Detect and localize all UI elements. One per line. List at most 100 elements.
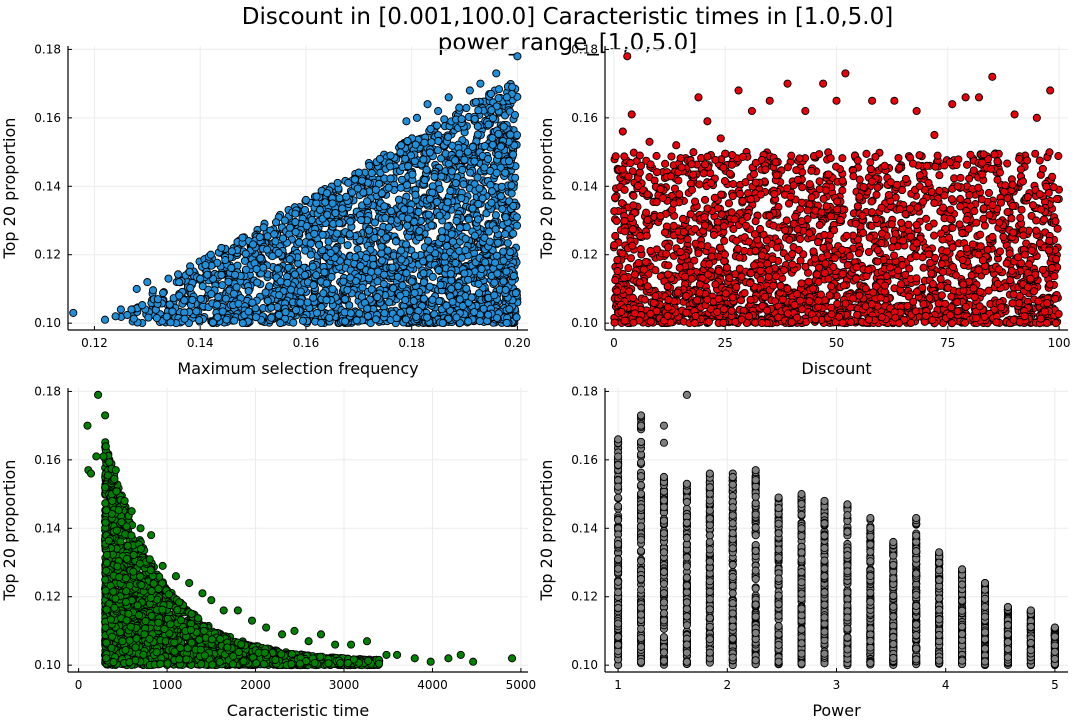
data-point <box>491 225 500 234</box>
data-point <box>807 166 816 175</box>
data-point <box>364 226 374 235</box>
data-point <box>741 178 750 187</box>
data-point <box>411 251 420 260</box>
data-point <box>346 217 355 226</box>
data-point <box>700 221 709 230</box>
data-point <box>343 285 352 295</box>
data-point <box>930 198 939 208</box>
data-point <box>460 269 469 278</box>
data-point <box>100 315 110 324</box>
y-tick-label: 0.18 <box>34 42 61 56</box>
data-point <box>375 154 385 163</box>
data-point <box>965 174 974 183</box>
data-point <box>290 270 300 279</box>
data-point <box>480 141 489 151</box>
data-point <box>862 149 871 158</box>
data-point <box>788 250 797 259</box>
data-point <box>344 178 353 187</box>
data-point <box>69 308 78 317</box>
data-point <box>512 130 522 140</box>
data-point <box>488 140 497 149</box>
data-point <box>328 199 337 208</box>
data-point <box>153 295 162 304</box>
data-point <box>265 282 274 291</box>
data-point <box>129 314 138 323</box>
data-point <box>1020 250 1029 259</box>
data-point <box>442 301 451 310</box>
data-point <box>976 242 985 251</box>
data-point <box>895 205 904 214</box>
data-point <box>1023 192 1032 202</box>
data-point <box>447 230 456 239</box>
data-point <box>721 289 730 298</box>
data-point <box>308 262 317 271</box>
data-point <box>720 250 730 259</box>
data-point <box>940 191 949 200</box>
data-point <box>928 279 938 289</box>
data-point <box>620 273 629 282</box>
data-point <box>203 270 212 279</box>
data-point <box>984 188 994 198</box>
data-point <box>470 231 479 240</box>
data-point <box>1025 260 1034 269</box>
data-point <box>474 199 483 209</box>
data-point <box>635 168 644 177</box>
data-point <box>354 168 363 177</box>
data-point <box>960 318 970 327</box>
data-point <box>412 312 421 321</box>
data-point <box>234 299 243 308</box>
data-point <box>805 180 814 189</box>
data-point <box>455 295 464 304</box>
data-point <box>610 318 619 327</box>
data-point <box>833 197 842 206</box>
data-point <box>611 193 620 202</box>
data-point <box>382 233 391 242</box>
data-point <box>253 278 262 287</box>
data-point <box>377 189 386 198</box>
data-point <box>213 313 222 322</box>
data-point <box>1026 274 1035 283</box>
data-point <box>988 200 997 210</box>
data-point <box>252 265 261 274</box>
data-point <box>318 230 327 239</box>
data-point <box>852 274 861 283</box>
data-point <box>976 230 985 239</box>
data-point <box>499 277 508 286</box>
data-point <box>612 216 621 226</box>
data-point <box>180 296 189 305</box>
data-point <box>274 248 283 257</box>
data-point <box>956 194 965 203</box>
data-point <box>388 263 397 272</box>
data-point <box>888 243 897 252</box>
data-point <box>826 212 835 221</box>
data-point <box>618 249 627 258</box>
data-point <box>502 267 511 276</box>
data-point <box>415 226 424 235</box>
data-point <box>782 216 791 225</box>
data-point <box>396 148 405 157</box>
data-point <box>935 171 944 180</box>
data-point <box>259 263 268 272</box>
data-point <box>454 282 463 291</box>
data-point <box>138 301 147 310</box>
data-point <box>475 317 484 326</box>
data-point <box>639 265 649 274</box>
data-point <box>326 248 335 257</box>
data-point <box>643 190 652 199</box>
data-point <box>363 312 373 321</box>
data-point <box>261 288 270 297</box>
data-point <box>365 161 374 170</box>
data-point <box>897 218 906 227</box>
data-point <box>348 188 357 197</box>
data-point <box>192 307 201 316</box>
data-point <box>915 171 924 180</box>
chart-panel-2: 0 25 50 75 1000.100.120.140.160.18DiscountTo… <box>537 42 1071 378</box>
data-point <box>924 250 933 259</box>
data-point <box>227 263 236 273</box>
data-point <box>291 227 300 237</box>
data-point <box>384 223 393 232</box>
data-point <box>664 261 673 270</box>
data-point <box>196 294 205 303</box>
data-point <box>846 318 855 327</box>
data-point <box>613 266 622 276</box>
